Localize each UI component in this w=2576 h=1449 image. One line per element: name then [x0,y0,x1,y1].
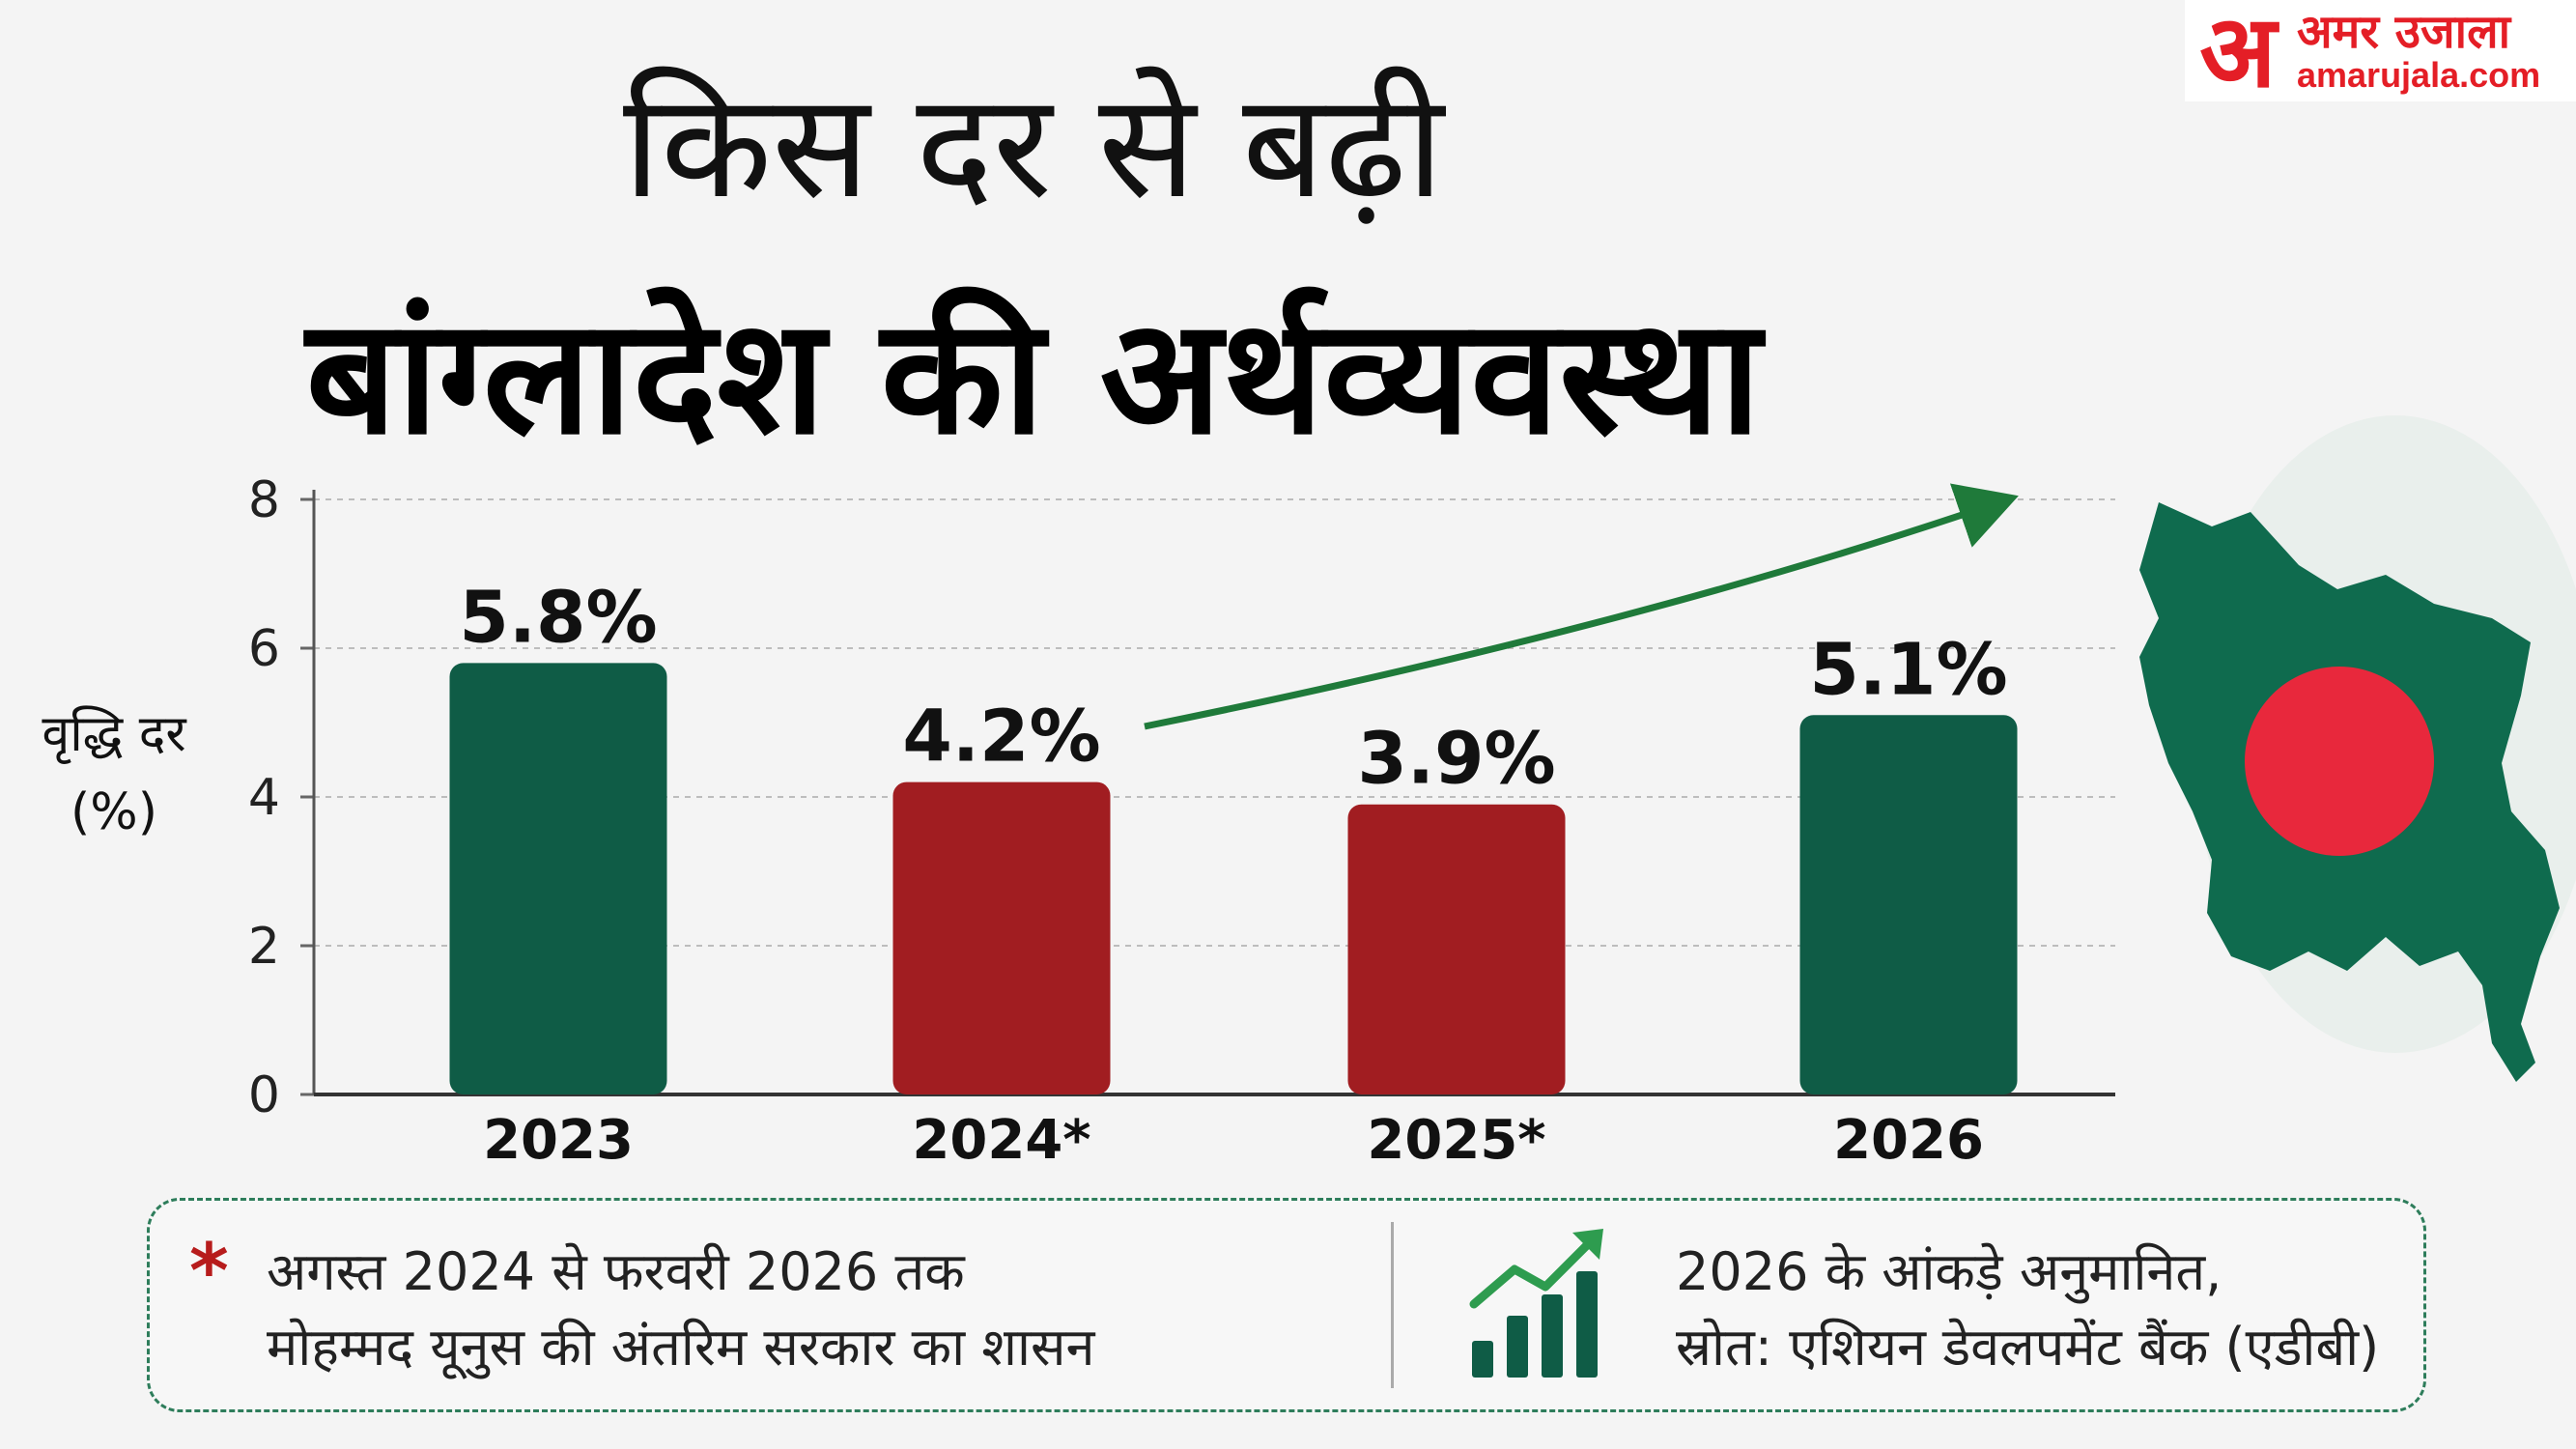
growth-chart-icon [1469,1229,1603,1378]
logo-mark: अ [2199,0,2277,110]
y-tick-label: 2 [248,918,280,976]
y-tick-label: 8 [248,471,280,529]
y-tick-label: 6 [248,620,280,678]
x-tick-label: 2023 [483,1109,634,1172]
data-label: 3.9% [1357,718,1555,801]
logo-english: amarujala.com [2297,54,2541,95]
data-label: 5.8% [459,576,657,659]
labels: 0 2 4 6 8 5.8% 2023 4.2% 2024* 3.9% 2025* 5.1% 2026 [248,471,2008,1172]
map-flag-circle [2245,667,2434,856]
footnote-line-2: मोहम्मद यूनुस की अंतरिम सरकार का शासन [267,1317,1095,1378]
logo-text: अमर उजाला amarujala.com [2297,8,2540,93]
bar-2023 [449,663,667,1094]
amarujala-logo[interactable]: अ अमर उजाला amarujala.com [2185,0,2576,101]
asterisk-marker: * [189,1229,229,1316]
y-tick-label: 0 [248,1066,280,1124]
data-label: 4.2% [902,696,1100,779]
bar-2025 [1347,804,1566,1094]
bar-2026 [1799,715,2018,1094]
y-tick-label: 4 [248,769,280,827]
title-line-2: बांग्लादेश की अर्थव्यवस्था [305,284,1762,469]
trend-arrow-icon [1144,483,2019,730]
footnote-line-1: अगस्त 2024 से फरवरी 2026 तक [267,1241,965,1302]
source-line-1: 2026 के आंकड़े अनुमानित, [1676,1241,2222,1302]
x-tick-label: 2026 [1833,1109,1984,1172]
legend-box [147,1198,2426,1412]
source-text: 2026 के आंकड़े अनुमानित, स्रोत: एशियन डे… [1676,1235,2410,1386]
source-line-2: स्रोत: एशियन डेवलपमेंट बैंक (एडीबी) [1676,1317,2380,1378]
bars [449,663,2018,1094]
legend-divider [1391,1222,1394,1388]
data-label: 5.1% [1809,628,2007,711]
x-tick-label: 2024* [912,1109,1090,1172]
title-line-1: किस दर से बढ़ी [623,63,1444,231]
x-tick-label: 2025* [1367,1109,1545,1172]
footnote-text: अगस्त 2024 से फरवरी 2026 तक मोहम्मद यूनु… [267,1235,1368,1386]
bangladesh-map-icon [2139,415,2576,1082]
y-axis-label: वृद्धि दर (%) [42,705,186,841]
bar-2024 [892,781,1111,1094]
logo-hindi: अमर उजाला [2297,5,2511,60]
